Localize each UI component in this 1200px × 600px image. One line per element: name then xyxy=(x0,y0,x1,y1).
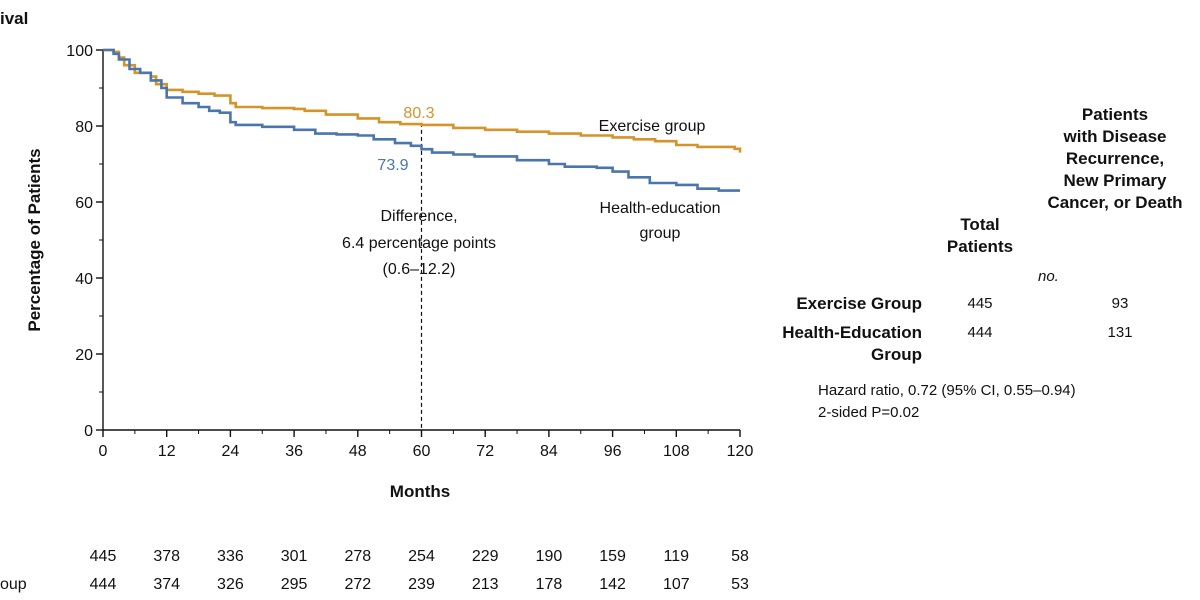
at-risk-exercise-value: 378 xyxy=(153,548,180,565)
y-tick-label: 100 xyxy=(66,43,93,60)
x-tick-label: 72 xyxy=(476,443,494,460)
chart-title: ival xyxy=(0,9,28,28)
at-risk-health-value: 53 xyxy=(731,576,749,593)
x-tick-label: 48 xyxy=(349,443,367,460)
at-risk-exercise-value: 254 xyxy=(408,548,435,565)
cell-exercise-total: 445 xyxy=(967,295,993,312)
y-tick-label: 80 xyxy=(75,119,93,136)
survival-chart: 0 20 40 60 80 100 0 12 24 36 48 60 72 84 96 108 120 Month… xyxy=(0,9,754,593)
health-series-label: Health-education xyxy=(600,200,721,217)
col-header-total: Total Patients xyxy=(946,215,1014,256)
row-label-health-education: Health-Education Group xyxy=(782,323,922,364)
hazard-ratio-text: Hazard ratio, 0.72 (95% CI, 0.55–0.94) xyxy=(818,382,1076,399)
cell-health-events: 131 xyxy=(1107,324,1133,341)
y-tick-label: 60 xyxy=(75,195,93,212)
x-tick-label: 24 xyxy=(222,443,240,460)
at-risk-row-label: oup xyxy=(0,576,27,593)
x-tick-label: 120 xyxy=(727,443,754,460)
at-risk-health-value: 326 xyxy=(217,576,244,593)
x-tick-label: 12 xyxy=(158,443,176,460)
at-risk-exercise-value: 278 xyxy=(344,548,371,565)
exercise-series-label: Exercise group xyxy=(599,118,706,135)
at-risk-exercise-value: 336 xyxy=(217,548,244,565)
y-tick-label: 0 xyxy=(84,423,93,440)
cell-exercise-events: 93 xyxy=(1111,295,1129,312)
at-risk-exercise-value: 301 xyxy=(281,548,308,565)
health-value-label: 73.9 xyxy=(377,157,408,174)
difference-label-line: (0.6–12.2) xyxy=(383,261,456,278)
at-risk-health-value: 142 xyxy=(599,576,626,593)
at-risk-health-value: 444 xyxy=(90,576,117,593)
exercise-value-label: 80.3 xyxy=(403,105,434,122)
at-risk-health-value: 295 xyxy=(281,576,308,593)
row-label-exercise: Exercise Group xyxy=(796,294,922,313)
health-education-curve xyxy=(103,48,740,192)
at-risk-health-value: 239 xyxy=(408,576,435,593)
at-risk-exercise-value: 190 xyxy=(536,548,563,565)
y-axis-title: Percentage of Patients xyxy=(25,148,44,331)
x-tick-label: 84 xyxy=(540,443,558,460)
y-tick-label: 40 xyxy=(75,271,93,288)
at-risk-exercise-value: 119 xyxy=(664,548,690,565)
x-tick-label: 60 xyxy=(413,443,431,460)
difference-label-line: Difference, xyxy=(380,208,457,225)
col-header-events: Patients with Disease Recurrence, New Pr… xyxy=(1047,105,1183,212)
at-risk-health-value: 107 xyxy=(663,576,690,593)
x-tick-label: 36 xyxy=(285,443,303,460)
at-risk-health-value: 178 xyxy=(536,576,563,593)
x-axis-title: Months xyxy=(390,482,450,501)
at-risk-exercise-value: 229 xyxy=(472,548,499,565)
x-tick-label: 96 xyxy=(604,443,622,460)
x-tick-label: 108 xyxy=(663,443,690,460)
units-label: no. xyxy=(1038,268,1059,285)
at-risk-exercise-value: 159 xyxy=(599,548,626,565)
at-risk-exercise-value: 445 xyxy=(90,548,117,565)
at-risk-health-value: 272 xyxy=(344,576,371,593)
at-risk-exercise-value: 58 xyxy=(731,548,749,565)
at-risk-health-value: 374 xyxy=(153,576,180,593)
exercise-curve xyxy=(103,48,742,153)
y-tick-label: 20 xyxy=(75,347,93,364)
x-tick-label: 0 xyxy=(99,443,108,460)
p-value-text: 2-sided P=0.02 xyxy=(818,404,920,421)
difference-label-line: 6.4 percentage points xyxy=(342,235,496,252)
health-series-label: group xyxy=(640,225,681,242)
at-risk-health-value: 213 xyxy=(472,576,499,593)
cell-health-total: 444 xyxy=(967,324,993,341)
